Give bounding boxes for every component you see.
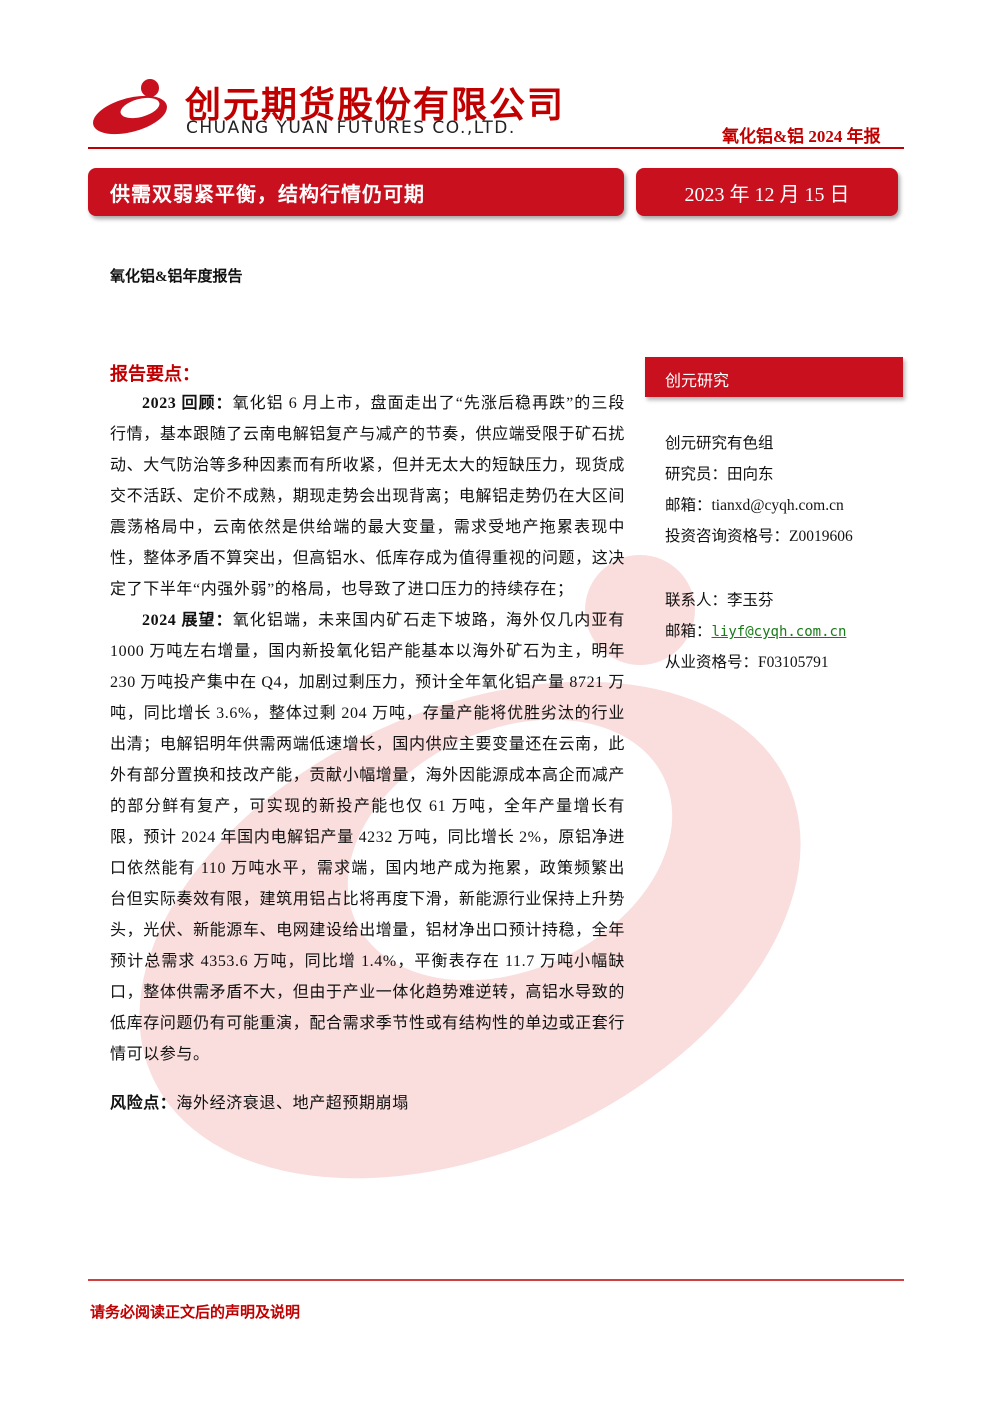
company-cn: 创元期货股份有限公司	[185, 85, 566, 126]
lead: 风险点：	[110, 1095, 177, 1112]
email-label: 邮箱：	[665, 623, 712, 640]
report-title: 供需双弱紧平衡，结构行情仍可期	[110, 183, 425, 206]
contact-name: 联系人：李玉芬	[665, 592, 774, 609]
email-link[interactable]: liyf@cyqh.com.cn	[711, 624, 847, 640]
research-line: 研究员：田向东	[665, 466, 774, 483]
research-line: 创元研究有色组	[665, 435, 774, 452]
risk: 风险点：海外经济衰退、地产超预期崩塌	[110, 1088, 625, 1119]
report-tag: 氧化铝&铝 2024 年报	[722, 127, 881, 146]
paragraph: 2024 展望：氧化铝端，未来国内矿石走下坡路，海外仅几内亚有 1000 万吨左…	[110, 605, 625, 1070]
research-line: 邮箱：tianxd@cyqh.com.cn	[665, 497, 844, 514]
lead: 2024 展望：	[142, 612, 233, 629]
sidebar-header: 创元研究	[645, 357, 903, 397]
sidebar-title: 创元研究	[665, 373, 730, 390]
text: 海外经济衰退、地产超预期崩塌	[176, 1095, 409, 1112]
subtitle: 氧化铝&铝年度报告	[110, 269, 243, 285]
sidebar-research: 创元研究有色组 研究员：田向东 邮箱：tianxd@cyqh.com.cn 投资…	[665, 428, 853, 552]
text: 氧化铝端，未来国内矿石走下坡路，海外仅几内亚有 1000 万吨左右增量，国内新投…	[110, 612, 625, 1063]
paragraph: 2023 回顾：氧化铝 6 月上市，盘面走出了“先涨后稳再跌”的三段行情，基本跟…	[110, 388, 625, 605]
text: 氧化铝 6 月上市，盘面走出了“先涨后稳再跌”的三段行情，基本跟随了云南电解铝复…	[110, 395, 625, 598]
summary-body: 2023 回顾：氧化铝 6 月上市，盘面走出了“先涨后稳再跌”的三段行情，基本跟…	[110, 388, 625, 1119]
contact-email-line: 邮箱：liyf@cyqh.com.cn	[665, 616, 846, 647]
summary-heading: 报告要点：	[110, 364, 200, 384]
research-line: 投资咨询资格号：Z0019606	[665, 528, 853, 545]
lead: 2023 回顾：	[142, 395, 233, 412]
contact-license: 从业资格号：F03105791	[665, 654, 829, 671]
footer-note: 请务必阅读正文后的声明及说明	[90, 1305, 301, 1321]
company-en: CHUANG YUAN FUTURES CO.,LTD.	[186, 118, 516, 138]
date-banner: 2023 年 12 月 15 日	[636, 168, 898, 216]
title-banner: 供需双弱紧平衡，结构行情仍可期	[88, 168, 624, 216]
report-date: 2023 年 12 月 15 日	[684, 183, 850, 206]
sidebar-contact: 联系人：李玉芬 邮箱：liyf@cyqh.com.cn 从业资格号：F03105…	[665, 585, 846, 678]
